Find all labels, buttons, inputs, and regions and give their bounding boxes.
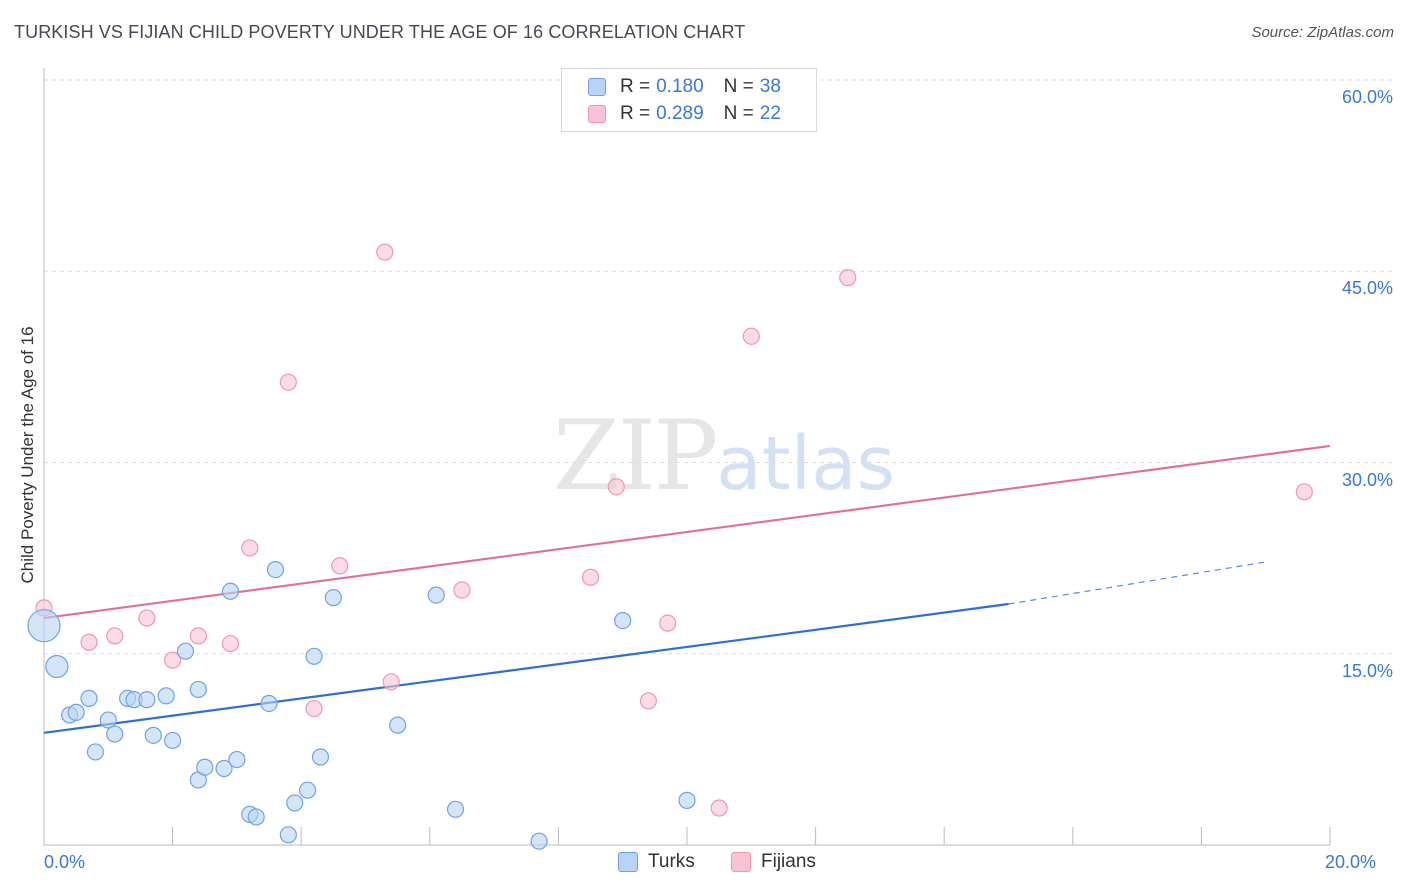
- turks-point-26: [286, 794, 304, 812]
- points-layer: [27, 114, 1313, 850]
- turks-point-14: [176, 642, 195, 660]
- fijians-point-13: [453, 581, 471, 599]
- fijians-point-11: [382, 673, 400, 691]
- y-tick-label-45: 45.0%: [1341, 278, 1393, 299]
- y-tick-label-15: 15.0%: [1341, 660, 1393, 681]
- y-axis-label: Child Poverty Under the Age of 16: [18, 326, 37, 584]
- turks-point-10: [138, 691, 156, 709]
- fijians-point-7: [241, 539, 259, 557]
- x-tick-max: 20.0%: [1325, 852, 1377, 872]
- trend-layer: [43, 444, 1331, 734]
- turks-point-25: [279, 826, 297, 844]
- fijians-n-value: 22: [759, 103, 781, 124]
- turks-point-30: [324, 589, 342, 607]
- turks-r-label: R =: [620, 76, 651, 97]
- turks-point-18: [215, 759, 233, 778]
- turks-point-32: [427, 586, 445, 604]
- turks-point-0: [27, 609, 61, 643]
- turks-n-value: 38: [759, 76, 781, 97]
- fijians-point-20: [839, 269, 857, 287]
- fijians-point-15: [607, 478, 625, 496]
- turks-point-28: [305, 647, 323, 665]
- correlation-legend: R = 0.180 N = 38 R = 0.289 N = 22: [561, 68, 817, 132]
- fijians-point-8: [279, 373, 297, 391]
- turks-r-value: 0.180: [656, 76, 704, 97]
- fijians-n-label: N =: [723, 103, 754, 124]
- watermark: ZIPatlas: [553, 400, 895, 512]
- legend-item-turks: Turks: [618, 851, 695, 873]
- turks-point-33: [446, 800, 465, 818]
- turks-point-17: [196, 758, 214, 776]
- chart-title: TURKISH VS FIJIAN CHILD POVERTY UNDER TH…: [14, 22, 746, 42]
- fijians-point-2: [106, 627, 124, 645]
- turks-point-6: [99, 711, 117, 729]
- turks-point-20: [228, 750, 246, 769]
- turks-point-12: [157, 687, 175, 705]
- turks-point-31: [389, 716, 407, 734]
- fijians-point-16: [639, 692, 658, 710]
- turks-trend-extension: [1008, 561, 1266, 605]
- turks-point-34: [530, 832, 548, 850]
- turks-point-3: [67, 703, 85, 722]
- turks-swatch: [588, 78, 606, 96]
- fijians-point-21: [1295, 483, 1313, 501]
- turks-point-13: [164, 731, 182, 750]
- y-tick-label-60: 60.0%: [1341, 87, 1393, 107]
- fijians-legend-swatch: [731, 852, 751, 872]
- source-credit: Source: ZipAtlas.com: [1251, 24, 1394, 41]
- y-tick-label-30: 30.0%: [1341, 469, 1393, 490]
- turks-point-11: [144, 726, 162, 744]
- fijians-r-label: R =: [620, 103, 651, 124]
- fijians-legend-label: Fijians: [761, 851, 816, 872]
- watermark-zip: ZIP: [553, 400, 718, 512]
- turks-legend-label: Turks: [648, 851, 695, 872]
- fijians-swatch: [588, 105, 606, 123]
- turks-n-label: N =: [723, 76, 754, 97]
- turks-point-37: [678, 791, 696, 809]
- fijians-point-12: [376, 243, 394, 261]
- turks-point-24: [266, 560, 285, 579]
- fijians-point-14: [581, 568, 600, 586]
- grid-layer: [44, 79, 1392, 655]
- series-legend: Turks Fijians: [0, 851, 1406, 879]
- turks-point-22: [247, 808, 265, 826]
- fijians-trend-line: [43, 444, 1331, 620]
- fijians-point-19: [742, 327, 760, 345]
- turks-point-7: [106, 725, 124, 743]
- turks-point-29: [311, 748, 330, 766]
- x-tick-min: 0.0%: [44, 852, 86, 872]
- fijians-point-1: [80, 633, 98, 651]
- fijians-r-value: 0.289: [656, 103, 704, 124]
- turks-trend-line: [43, 602, 1009, 734]
- fijians-point-3: [138, 609, 156, 627]
- legend-item-fijians: Fijians: [731, 851, 816, 873]
- watermark-atlas: atlas: [716, 421, 896, 507]
- turks-point-27: [299, 781, 317, 799]
- fijians-point-6: [221, 634, 240, 653]
- legend-row-fijians: R = 0.289 N = 22: [588, 101, 781, 127]
- turks-point-19: [221, 582, 240, 600]
- axis-layer: [43, 68, 1331, 846]
- turks-point-4: [80, 689, 98, 707]
- fijians-point-5: [189, 627, 207, 645]
- turks-point-1: [45, 654, 69, 679]
- fijians-point-17: [659, 614, 677, 632]
- turks-point-16: [189, 680, 207, 699]
- turks-point-36: [614, 611, 632, 630]
- legend-row-turks: R = 0.180 N = 38: [588, 74, 781, 100]
- fijians-point-10: [331, 557, 349, 575]
- turks-point-5: [86, 743, 105, 761]
- fijians-point-18: [710, 799, 728, 817]
- turks-legend-swatch: [618, 852, 638, 872]
- turks-point-23: [260, 694, 278, 713]
- fijians-point-4: [164, 651, 182, 669]
- fijians-point-9: [305, 699, 323, 718]
